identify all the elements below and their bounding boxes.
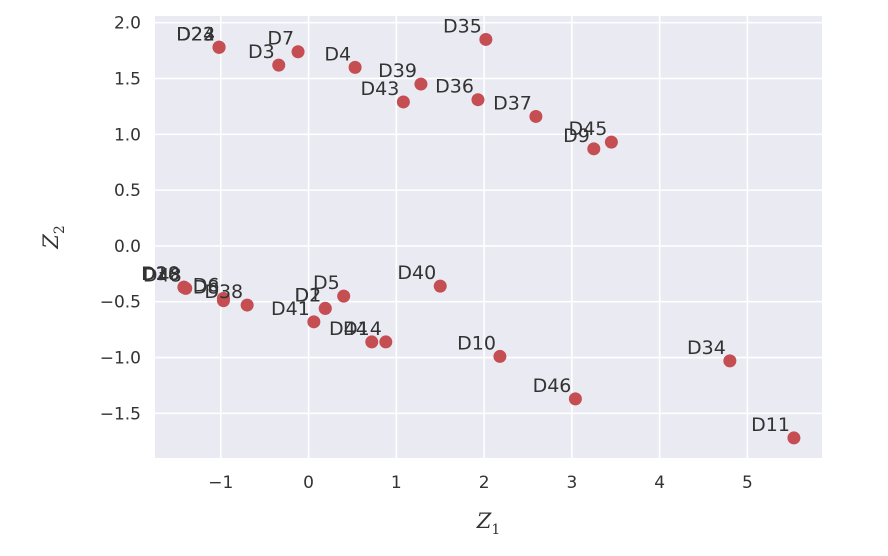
data-point <box>723 354 737 368</box>
data-point <box>318 301 332 315</box>
point-label: D30 <box>141 263 180 285</box>
point-label: D38 <box>204 281 243 303</box>
point-label: D44 <box>329 318 368 340</box>
point-labels: D22D23D24D3D7D4D35D39D36D43D37D45D9D28D3… <box>141 15 790 435</box>
data-point <box>479 32 493 46</box>
data-point <box>414 77 428 91</box>
y-tick-label: 0.0 <box>114 237 141 257</box>
data-point <box>568 392 582 406</box>
point-label: D34 <box>687 337 726 359</box>
y-axis-label: Z2 <box>39 225 68 250</box>
y-tick-label: −1.5 <box>100 404 141 424</box>
point-label: D23 <box>176 23 215 45</box>
point-label: D43 <box>361 78 400 100</box>
point-label: D35 <box>443 15 482 37</box>
point-label: D4 <box>324 43 351 65</box>
y-tick-labels: −1.5 −1.0 −0.5 0.0 0.5 1.0 1.5 2.0 <box>100 14 141 425</box>
point-label: D3 <box>248 41 275 63</box>
point-label: D24 <box>176 23 215 45</box>
x-tick-label: 1 <box>391 473 402 493</box>
data-point <box>272 58 286 72</box>
point-label: D37 <box>493 92 532 114</box>
point-label: D22 <box>176 23 215 45</box>
data-point <box>471 93 485 107</box>
data-point <box>240 298 254 312</box>
x-tick-labels: −1 0 1 2 3 4 5 <box>208 473 753 493</box>
data-point <box>212 40 226 54</box>
y-tick-label: 2.0 <box>114 14 141 34</box>
plot-area <box>155 16 822 458</box>
point-label: D5 <box>313 272 340 294</box>
data-point <box>291 45 305 59</box>
point-label: D11 <box>751 414 790 436</box>
grid-lines <box>155 16 822 458</box>
point-label: D28 <box>141 263 180 285</box>
x-tick-label: 4 <box>654 473 665 493</box>
x-tick-label: 5 <box>742 473 753 493</box>
point-label: D41 <box>271 298 310 320</box>
y-axis-label-sub: 2 <box>52 225 68 234</box>
data-point <box>604 135 618 149</box>
y-tick-label: −0.5 <box>100 293 141 313</box>
x-tick-label: 2 <box>479 473 490 493</box>
point-label: D14 <box>343 318 382 340</box>
data-point <box>307 315 321 329</box>
point-label: D46 <box>533 375 572 397</box>
data-point <box>433 279 447 293</box>
point-label: D6 <box>193 274 220 296</box>
data-point <box>493 349 507 363</box>
data-point <box>396 95 410 109</box>
data-point <box>787 431 801 445</box>
data-points <box>177 32 801 445</box>
point-label: D1 <box>295 284 322 306</box>
data-point <box>179 281 193 295</box>
point-label: D18 <box>141 263 180 285</box>
x-axis-label: Z1 <box>476 509 501 538</box>
data-point <box>348 60 362 74</box>
data-point <box>379 335 393 349</box>
y-tick-label: 0.5 <box>114 181 141 201</box>
x-axis-label-main: Z <box>476 509 492 533</box>
point-label: D7 <box>267 28 294 50</box>
point-label: D39 <box>378 60 417 82</box>
point-label: D10 <box>457 332 496 354</box>
point-label: D40 <box>397 262 436 284</box>
x-tick-label: 3 <box>566 473 577 493</box>
data-point <box>216 294 230 308</box>
x-axis-label-sub: 1 <box>491 522 500 538</box>
data-point <box>529 109 543 123</box>
point-label: D2 <box>295 284 322 306</box>
point-label: D9 <box>563 125 590 147</box>
y-tick-label: 1.5 <box>114 70 141 90</box>
point-label: D8 <box>193 277 220 299</box>
y-tick-label: −1.0 <box>100 349 141 369</box>
point-label: D45 <box>569 118 608 140</box>
point-label: D36 <box>435 76 474 98</box>
y-axis-label-main: Z <box>39 234 63 250</box>
x-tick-label: 0 <box>303 473 314 493</box>
data-point <box>587 142 601 156</box>
x-tick-label: −1 <box>208 473 233 493</box>
y-tick-label: 1.0 <box>114 125 141 145</box>
data-point <box>337 289 351 303</box>
point-label: D48 <box>143 264 182 286</box>
data-point <box>365 335 379 349</box>
